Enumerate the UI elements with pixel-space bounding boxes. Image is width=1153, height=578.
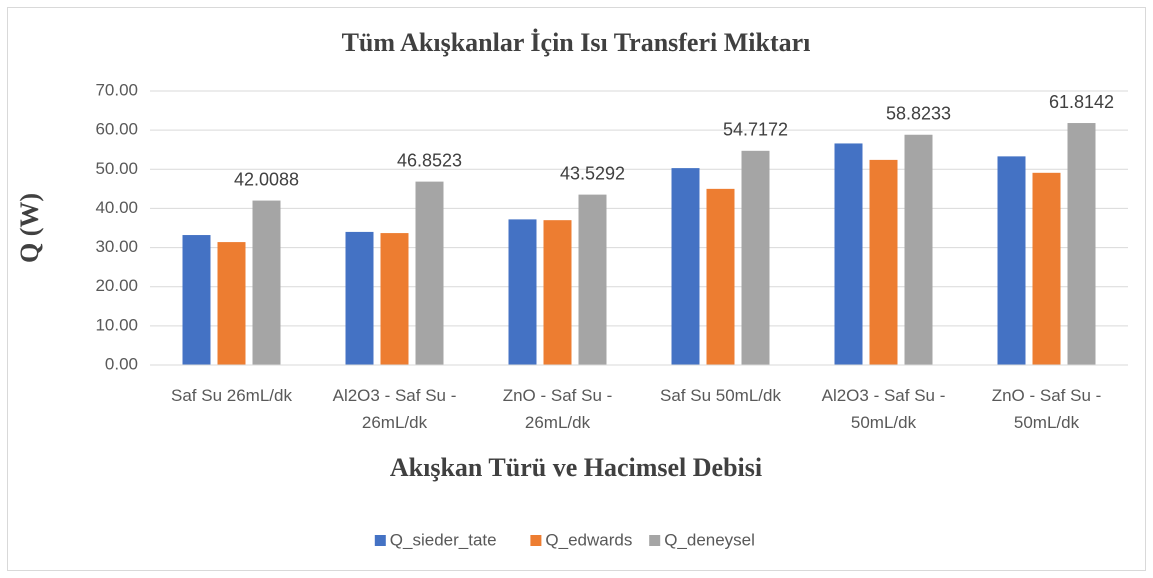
data-label: 46.8523: [397, 150, 462, 170]
bar: [345, 231, 374, 365]
legend-label: Q_sieder_tate: [390, 530, 497, 549]
bar: [380, 233, 409, 365]
y-tick-label: 60.00: [95, 120, 138, 139]
bar: [869, 159, 898, 365]
y-tick-label: 0.00: [105, 354, 138, 373]
y-tick-label: 70.00: [95, 80, 138, 99]
y-tick-label: 20.00: [95, 276, 138, 295]
y-tick-label: 50.00: [95, 159, 138, 178]
legend-swatch: [374, 535, 386, 546]
x-tick-label: Al2O3 - Saf Su - 26mL/dk: [332, 386, 457, 432]
bar: [182, 235, 211, 365]
x-tick-label: Al2O3 - Saf Su - 50mL/dk: [821, 386, 946, 432]
y-tick-label: 10.00: [95, 315, 138, 334]
y-tick-label: 40.00: [95, 198, 138, 217]
x-axis-title: Akışkan Türü ve Hacimsel Debisi: [390, 453, 762, 482]
data-label: 54.7172: [723, 120, 788, 140]
x-tick-label: Saf Su 50mL/dk: [660, 386, 781, 405]
bar: [252, 200, 281, 365]
bar: [217, 242, 246, 365]
y-tick-label: 30.00: [95, 237, 138, 256]
x-tick-label: ZnO - Saf Su - 26mL/dk: [502, 386, 613, 432]
bar: [706, 188, 735, 365]
data-label: 43.5292: [560, 163, 625, 183]
bar: [1067, 123, 1096, 365]
legend-swatch: [530, 535, 542, 546]
bar: [997, 156, 1026, 365]
bar: [741, 150, 770, 365]
bar: [578, 194, 607, 365]
bar: [671, 168, 700, 365]
x-tick-label: Saf Su 26mL/dk: [171, 386, 292, 405]
y-axis-title: Q (W): [15, 193, 44, 263]
data-label: 58.8233: [886, 103, 951, 123]
x-tick-label: ZnO - Saf Su - 50mL/dk: [991, 386, 1102, 432]
data-label: 61.8142: [1049, 92, 1114, 112]
bar: [508, 219, 537, 365]
bar: [904, 134, 933, 365]
bar: [415, 181, 444, 365]
legend-swatch: [649, 535, 661, 546]
data-label: 42.0088: [234, 169, 299, 189]
legend-label: Q_deneysel: [664, 530, 755, 549]
bar: [1032, 172, 1061, 365]
chart-border: [7, 7, 1146, 571]
bar: [834, 143, 863, 365]
legend-label: Q_edwards: [545, 530, 632, 549]
bar: [543, 220, 572, 365]
chart-title: Tüm Akışkanlar İçin Isı Transferi Miktar…: [342, 28, 811, 57]
